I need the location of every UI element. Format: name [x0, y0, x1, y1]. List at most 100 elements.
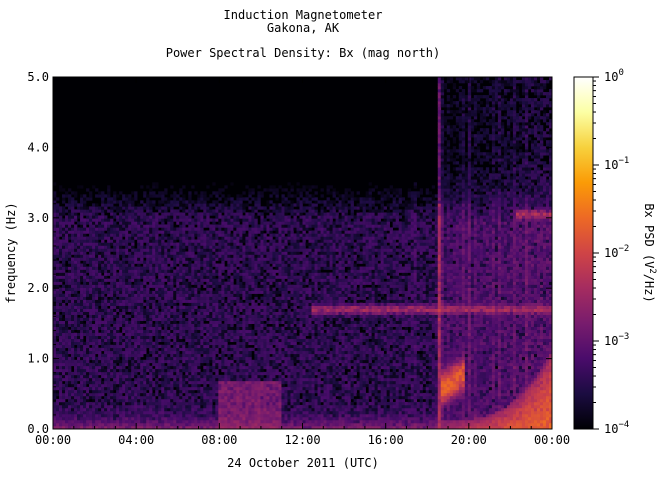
- heatmap-cell: [53, 299, 57, 303]
- heatmap-cell: [185, 365, 189, 370]
- heatmap-cell: [143, 404, 147, 409]
- heatmap-cell: [137, 326, 141, 331]
- heatmap-cell: [158, 266, 162, 270]
- heatmap-cell: [143, 335, 147, 340]
- heatmap-cell: [248, 347, 252, 352]
- heatmap-cell: [59, 296, 63, 300]
- heatmap-cell: [53, 341, 57, 346]
- heatmap-cell: [59, 302, 63, 306]
- heatmap-cell: [203, 419, 207, 424]
- heatmap-cell: [95, 260, 99, 264]
- heatmap-cell: [131, 263, 135, 267]
- heatmap-cell: [161, 269, 165, 273]
- heatmap-cell: [56, 323, 60, 328]
- heatmap-cell: [251, 389, 255, 394]
- heatmap-cell: [56, 398, 60, 403]
- heatmap-cell: [104, 278, 108, 282]
- heatmap-cell: [122, 215, 126, 219]
- heatmap-cell: [194, 209, 198, 213]
- heatmap-cell: [236, 416, 240, 421]
- heatmap-cell: [86, 209, 90, 213]
- heatmap-cell: [62, 416, 66, 421]
- heatmap-cell: [179, 341, 183, 346]
- heatmap-cell: [215, 257, 219, 261]
- heatmap-cell: [56, 305, 60, 309]
- heatmap-cell: [131, 293, 135, 297]
- heatmap-cell: [194, 320, 198, 324]
- heatmap-cell: [188, 329, 192, 334]
- heatmap-cell: [191, 302, 195, 306]
- heatmap-cell: [251, 368, 255, 373]
- heatmap-cell: [176, 254, 180, 258]
- heatmap-cell: [131, 398, 135, 403]
- heatmap-cell: [53, 416, 57, 421]
- heatmap-cell: [233, 344, 237, 349]
- heatmap-cell: [212, 254, 216, 258]
- heatmap-cell: [248, 317, 252, 321]
- heatmap-cell: [104, 296, 108, 300]
- heatmap-cell: [233, 209, 237, 213]
- heatmap-cell: [74, 413, 78, 418]
- heatmap-cell: [191, 227, 195, 231]
- heatmap-cell: [176, 407, 180, 412]
- heatmap-cell: [164, 368, 168, 373]
- heatmap-cell: [248, 257, 252, 261]
- heatmap-cell: [128, 338, 132, 343]
- heatmap-cell: [188, 320, 192, 324]
- heatmap-cell: [149, 419, 153, 424]
- heatmap-cell: [137, 404, 141, 409]
- heatmap-cell: [173, 287, 177, 291]
- heatmap-cell: [251, 314, 255, 318]
- heatmap-cell: [236, 410, 240, 415]
- heatmap-cell: [218, 236, 222, 240]
- heatmap-cell: [101, 308, 105, 312]
- heatmap-cell: [164, 341, 168, 346]
- heatmap-cell: [68, 416, 72, 421]
- heatmap-cell: [197, 332, 201, 337]
- heatmap-cell: [233, 320, 237, 324]
- heatmap-cell: [245, 347, 249, 352]
- heatmap-cell: [197, 266, 201, 270]
- heatmap-cell: [95, 212, 99, 216]
- heatmap-cell: [143, 230, 147, 234]
- heatmap-cell: [152, 311, 156, 315]
- heatmap-cell: [191, 296, 195, 300]
- heatmap-cell: [206, 386, 210, 391]
- heatmap-cell: [158, 407, 162, 412]
- heatmap-cell: [155, 260, 159, 264]
- heatmap-cell: [245, 416, 249, 421]
- heatmap-cell: [167, 371, 171, 376]
- heatmap-cell: [239, 272, 243, 276]
- heatmap-cell: [185, 218, 189, 222]
- heatmap-cell: [131, 278, 135, 282]
- heatmap-cell: [206, 251, 210, 255]
- heatmap-cell: [158, 362, 162, 367]
- heatmap-cell: [188, 212, 192, 216]
- heatmap-cell: [146, 260, 150, 264]
- heatmap-cell: [110, 236, 114, 240]
- heatmap-cell: [116, 242, 120, 246]
- heatmap-cell: [179, 317, 183, 321]
- heatmap-cell: [209, 299, 213, 303]
- heatmap-cell: [233, 368, 237, 373]
- heatmap-cell: [224, 374, 228, 379]
- heatmap-cell: [179, 266, 183, 270]
- heatmap-cell: [167, 293, 171, 297]
- heatmap-cell: [248, 407, 252, 412]
- heatmap-cell: [212, 200, 216, 204]
- heatmap-cell: [128, 344, 132, 349]
- heatmap-cell: [53, 371, 57, 376]
- heatmap-cell: [161, 296, 165, 300]
- heatmap-cell: [251, 287, 255, 291]
- heatmap-cell: [92, 320, 96, 324]
- heatmap-cell: [71, 356, 75, 361]
- heatmap-cell: [197, 242, 201, 246]
- heatmap-cell: [62, 188, 66, 192]
- heatmap-cell: [53, 266, 57, 270]
- heatmap-cell: [59, 416, 63, 421]
- heatmap-cell: [215, 224, 219, 228]
- heatmap-cell: [200, 212, 204, 216]
- heatmap-cell: [194, 422, 198, 427]
- heatmap-cell: [119, 206, 123, 210]
- heatmap-cell: [122, 212, 126, 216]
